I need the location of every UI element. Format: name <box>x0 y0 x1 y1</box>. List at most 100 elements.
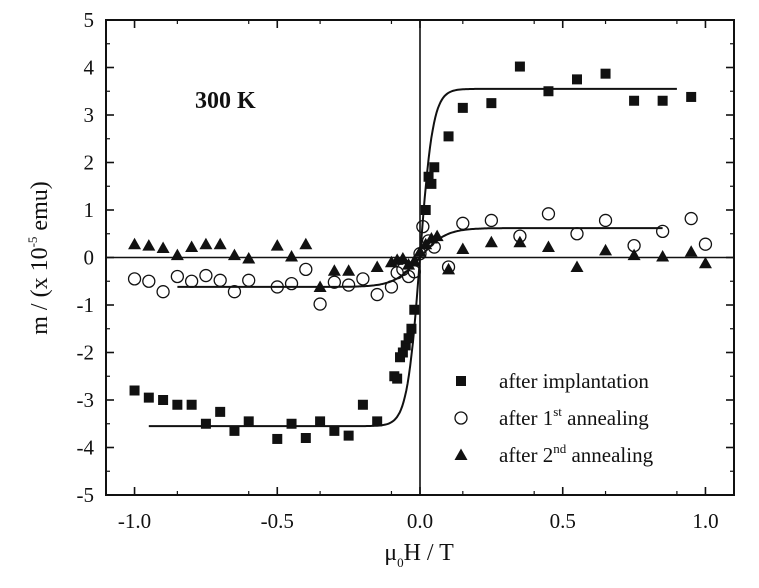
data-point <box>156 285 170 299</box>
data-point <box>513 235 527 248</box>
y-tick-label: -5 <box>77 483 95 507</box>
data-point <box>370 287 384 302</box>
x-title-subscript: 0 <box>397 555 404 570</box>
legend-label-end: annealing <box>566 443 653 467</box>
data-point <box>285 250 299 262</box>
y-tick-label: -2 <box>77 341 95 365</box>
data-point <box>128 237 142 250</box>
data-point <box>684 245 698 257</box>
data-point <box>370 260 384 272</box>
data-point <box>698 237 713 251</box>
data-point <box>356 272 370 286</box>
data-point <box>170 269 185 284</box>
data-point <box>430 229 444 242</box>
legend-label-superscript: nd <box>553 441 567 456</box>
data-point <box>372 416 383 427</box>
data-point <box>313 280 327 292</box>
y-tick-label: -4 <box>77 436 95 460</box>
data-point <box>172 399 183 410</box>
data-point <box>200 418 211 429</box>
y-tick-label: 5 <box>84 8 95 32</box>
data-point <box>456 242 470 254</box>
data-point <box>429 162 440 173</box>
data-point <box>284 276 299 291</box>
x-tick-label: -0.5 <box>261 509 294 533</box>
legend-marker <box>456 376 466 386</box>
data-point <box>142 274 156 288</box>
data-point <box>327 275 342 289</box>
data-point <box>484 213 499 228</box>
data-point <box>598 213 613 228</box>
x-tick-label: 0.5 <box>550 509 576 533</box>
data-point <box>442 262 456 275</box>
data-point <box>402 258 416 270</box>
data-point <box>185 240 199 253</box>
data-point <box>406 323 417 334</box>
data-point <box>227 285 242 299</box>
y-title-end: emu) <box>27 181 53 236</box>
data-point <box>229 425 240 436</box>
data-point <box>486 98 497 109</box>
data-point <box>186 399 197 410</box>
data-point <box>299 237 313 250</box>
y-tick-label: -1 <box>77 293 95 317</box>
y-tick-label: 4 <box>84 56 95 80</box>
legend-label-main: after implantation <box>499 369 649 393</box>
legend-label-main: after 1 <box>499 406 553 430</box>
x-tick-label: 1.0 <box>692 509 718 533</box>
data-point <box>392 373 403 384</box>
data-point <box>698 256 712 269</box>
data-point <box>270 280 284 294</box>
data-point <box>627 248 641 261</box>
data-point <box>384 280 399 294</box>
x-axis-title: μ0H / T <box>384 540 454 570</box>
data-point <box>413 245 427 257</box>
data-point <box>213 237 227 250</box>
data-point <box>313 297 327 311</box>
data-point <box>127 272 142 286</box>
series-1 <box>129 61 697 444</box>
data-point <box>357 399 368 410</box>
data-point <box>600 68 611 79</box>
legend-marker <box>454 411 468 425</box>
legend-item: after 1st annealing <box>454 404 649 430</box>
legend-marker <box>454 448 468 460</box>
data-point <box>541 207 556 221</box>
data-point <box>158 395 169 405</box>
data-point <box>443 131 454 142</box>
y-title-superscript: -5 <box>25 237 40 248</box>
data-point <box>327 264 341 276</box>
data-point <box>341 278 356 292</box>
data-point <box>286 418 297 429</box>
legend-label: after 2nd annealing <box>499 441 654 467</box>
data-point <box>143 392 154 403</box>
legend-label: after implantation <box>499 369 649 393</box>
data-point <box>686 91 697 102</box>
legend-label-end: annealing <box>562 406 649 430</box>
data-point <box>227 248 241 261</box>
data-point <box>213 273 227 287</box>
data-point <box>656 250 670 262</box>
data-point <box>655 224 670 239</box>
data-point <box>416 219 430 234</box>
legend-label: after 1st annealing <box>499 404 649 430</box>
data-point <box>403 333 414 344</box>
fit-1st-annealing <box>177 227 663 288</box>
data-point <box>129 385 140 396</box>
data-point <box>299 262 313 277</box>
data-point <box>272 433 283 444</box>
data-point <box>484 235 498 248</box>
data-point <box>199 237 213 250</box>
data-point <box>423 171 434 182</box>
data-point <box>570 260 584 272</box>
data-point <box>570 227 584 241</box>
data-point <box>156 241 170 253</box>
y-tick-label: 2 <box>84 151 95 175</box>
data-point <box>242 273 256 287</box>
y-title-main: m / (x 10 <box>27 247 53 334</box>
data-point <box>629 95 640 106</box>
legend-item: after 2nd annealing <box>454 441 654 467</box>
data-point <box>572 74 582 85</box>
